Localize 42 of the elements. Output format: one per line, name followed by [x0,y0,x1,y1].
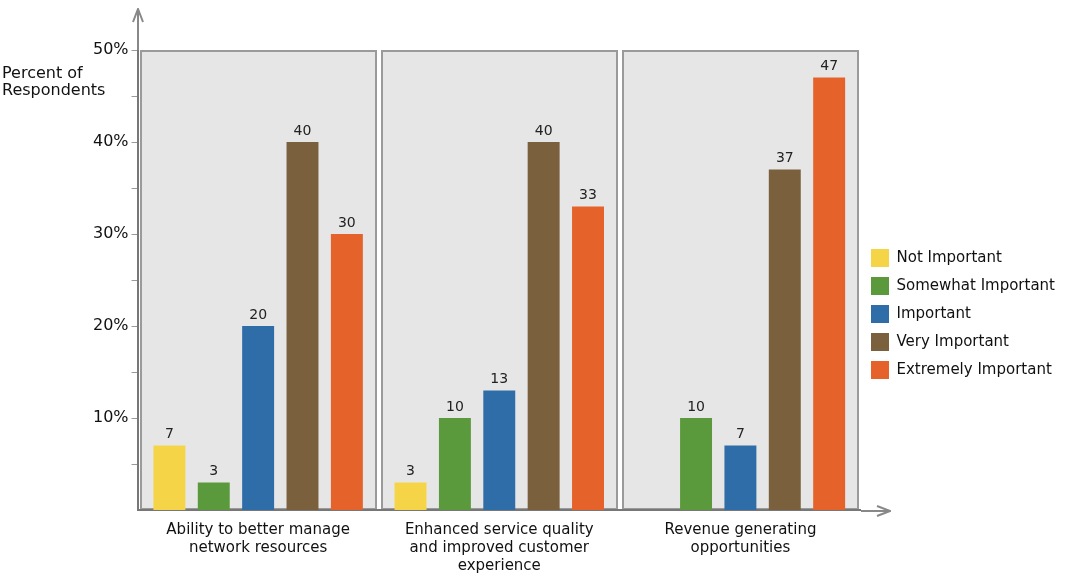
data-label: 37 [775,149,794,166]
bar [153,445,186,510]
bar [572,206,604,510]
data-label: 33 [579,186,597,203]
data-label: 7 [164,425,174,442]
y-tick-label: 50% [93,39,129,59]
bar [724,445,757,510]
legend-label: Very Important [896,331,1010,350]
data-label: 20 [249,305,268,322]
data-label: 10 [445,397,464,414]
bar [768,169,801,510]
data-label: 3 [209,462,219,479]
bar [438,418,471,510]
legend-label: Somewhat Important [896,275,1056,294]
y-tick-label: 20% [93,315,129,335]
y-tick-label: 10% [93,407,129,427]
bar [813,77,846,510]
data-label: 47 [820,57,839,74]
bar [197,482,230,510]
x-tick-label: Revenue generating opportunities [664,519,817,556]
data-label: 7 [735,425,745,442]
bar [680,418,713,510]
bar [286,142,319,510]
y-tick-label: 30% [93,223,129,243]
data-label: 30 [337,213,356,230]
data-label: 13 [490,370,509,387]
data-label: 3 [406,462,415,479]
bar [527,142,560,510]
bar [483,390,516,510]
data-label: 10 [687,397,705,414]
legend-label: Important [896,303,971,322]
bar [242,326,275,510]
legend-label: Extremely Important [896,359,1052,378]
bar [330,234,363,510]
y-axis-title: Percent of Respondents [2,63,107,99]
bar [394,482,427,510]
legend-label: Not Important [896,247,1003,266]
data-label: 40 [293,121,312,138]
data-label: 40 [534,121,553,138]
x-tick-label: Enhanced service quality and improved customer experience [404,519,594,574]
y-tick-label: 40% [93,131,129,151]
x-tick-label: Ability to better manage network resources [166,519,350,556]
